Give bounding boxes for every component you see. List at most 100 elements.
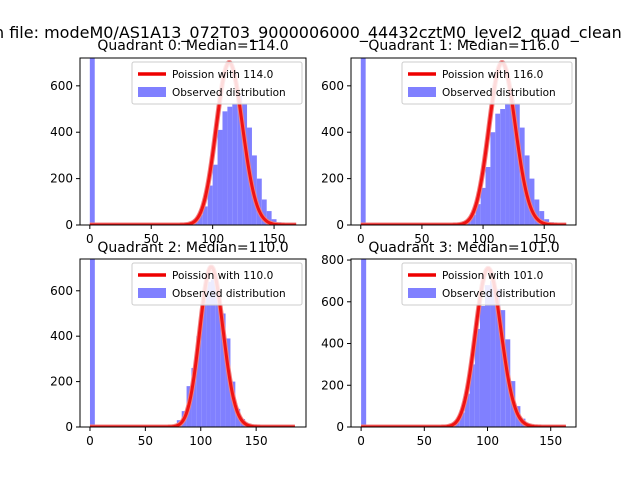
quadrant-0-axes-frame <box>79 57 307 226</box>
hist-bar <box>232 104 238 225</box>
hist-bar <box>529 178 535 225</box>
quadrant-2-panel: 0 50 100 150 0 200 400 600 Poission with 110.0 Ob… <box>50 240 307 448</box>
hist-bar <box>256 178 262 225</box>
x-tick-label: 150 <box>263 232 286 246</box>
quadrant-0-legend: Poission with 114.0 Observed distribution <box>131 61 303 105</box>
legend-hist-swatch <box>408 288 436 298</box>
y-tick-label: 600 <box>321 79 344 93</box>
poisson-fit-line <box>89 61 297 225</box>
hist-bar <box>509 99 515 225</box>
hist-bar <box>242 104 248 225</box>
legend-hist-label: Observed distribution <box>442 87 556 99</box>
y-tick-label: 200 <box>50 172 73 186</box>
x-tick-label: 100 <box>201 232 224 246</box>
hist-bar <box>490 132 496 225</box>
y-tick-label: 400 <box>50 329 73 343</box>
legend-box <box>131 262 303 306</box>
x-tick-label: 50 <box>144 232 159 246</box>
hist-bar <box>539 211 545 225</box>
hist-bar <box>495 289 501 427</box>
y-tick-label: 0 <box>336 420 344 434</box>
legend-box <box>131 61 303 105</box>
quadrant-3-legend: Poission with 101.0 Observed distribution <box>401 262 573 306</box>
quadrant-0-title: Quadrant 0: Median=114.0 <box>97 38 288 54</box>
hist-bar <box>266 211 272 225</box>
quadrant-2-legend: Poission with 110.0 Observed distribution <box>131 262 303 306</box>
legend-hist-label: Observed distribution <box>172 87 286 99</box>
hist-bar <box>470 214 476 225</box>
y-tick-label: 200 <box>321 378 344 392</box>
x-tick-label: 100 <box>189 434 212 448</box>
x-tick-label: 50 <box>417 434 432 448</box>
hist-bar <box>197 214 203 225</box>
x-tick-label: 0 <box>357 434 365 448</box>
legend-hist-swatch <box>138 87 166 97</box>
x-tick-label: 150 <box>245 434 268 448</box>
quadrant-1-title: Quadrant 1: Median=116.0 <box>368 38 559 54</box>
hist-bar <box>484 285 491 427</box>
quadrant-1-plot-area <box>359 58 568 225</box>
hist-bar <box>505 104 510 225</box>
quadrant-1-axes-frame <box>350 57 577 226</box>
legend-hist-label: Observed distribution <box>172 288 286 300</box>
x-tick-label: 50 <box>138 434 153 448</box>
hist-bar <box>222 111 228 225</box>
y-tick-label: 0 <box>336 218 344 232</box>
y-tick-label: 0 <box>65 420 73 434</box>
legend-box <box>401 61 573 105</box>
hist-bar <box>206 281 211 427</box>
legend-box <box>401 262 573 306</box>
hist-bar <box>89 259 95 427</box>
legend-fit-label: Poission with 114.0 <box>172 69 273 81</box>
quadrant-3-plot-area <box>359 259 568 427</box>
y-tick-label: 400 <box>50 125 73 139</box>
y-tick-label: 400 <box>321 337 344 351</box>
x-tick-label: 0 <box>86 232 94 246</box>
hist-bar <box>534 199 540 225</box>
hist-bar <box>500 310 506 427</box>
legend-hist-label: Observed distribution <box>442 288 556 300</box>
y-tick-label: 0 <box>65 218 73 232</box>
legend-fit-label: Poission with 116.0 <box>442 69 543 81</box>
poisson-fit-line <box>360 266 567 427</box>
hist-bar <box>217 129 223 225</box>
y-tick-label: 600 <box>50 79 73 93</box>
hist-bar <box>237 95 243 225</box>
hist-bar <box>459 412 465 427</box>
hist-bar <box>490 280 496 427</box>
quadrant-2-title: Quadrant 2: Median=110.0 <box>97 240 288 256</box>
quadrant-3-axes-frame <box>350 258 577 428</box>
hist-bar <box>215 293 221 427</box>
x-tick-label: 150 <box>539 434 562 448</box>
quadrant-1-panel: 0 50 100 150 0 200 400 600 Poission with 116.0 Ob… <box>321 38 577 246</box>
x-tick-label: 0 <box>357 232 365 246</box>
x-tick-label: 0 <box>86 434 94 448</box>
figure-suptitle: n file: modeM0/AS1A13_072T03_9000006000_… <box>0 23 622 43</box>
y-tick-label: 400 <box>321 125 344 139</box>
poisson-fit-line <box>360 61 567 225</box>
legend-hist-swatch <box>408 87 436 97</box>
hist-bar <box>196 336 202 427</box>
x-tick-label: 150 <box>533 232 556 246</box>
y-tick-label: 800 <box>321 253 344 267</box>
hist-bar <box>220 313 226 427</box>
y-tick-label: 600 <box>321 295 344 309</box>
hist-bar <box>191 367 197 427</box>
x-tick-label: 100 <box>472 232 495 246</box>
hist-bar <box>475 204 481 225</box>
quadrant-2-axes-frame <box>79 258 307 428</box>
hist-bar <box>514 104 520 225</box>
hist-bar <box>480 187 486 225</box>
legend-fit-label: Poission with 101.0 <box>442 270 543 282</box>
quadrant-1-legend: Poission with 116.0 Observed distribution <box>401 61 573 105</box>
hist-bar <box>207 185 213 225</box>
hist-bar <box>469 364 475 427</box>
x-tick-label: 100 <box>476 434 499 448</box>
quadrant-0-panel: 0 50 100 150 0 200 400 600 Poission with 114.0 Ob… <box>50 38 307 246</box>
y-tick-label: 200 <box>321 172 344 186</box>
hist-bar <box>464 393 470 427</box>
quadrant-3-panel: 0 50 100 150 0 200 400 600 800 Poission with 101.… <box>321 240 577 448</box>
hist-bar <box>360 58 366 225</box>
hist-bar <box>210 279 216 427</box>
